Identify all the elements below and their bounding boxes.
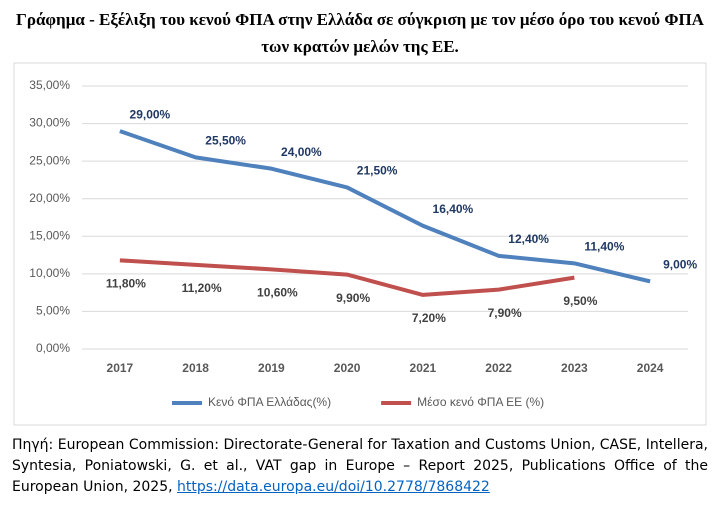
- data-label: 9,50%: [563, 294, 597, 308]
- y-tick-label: 15,00%: [29, 228, 70, 242]
- series-line: [119, 258, 575, 297]
- y-tick-label: 5,00%: [36, 304, 70, 318]
- legend-label: Κενό ΦΠΑ Ελλάδας(%): [208, 395, 331, 409]
- source-text: Πηγή: European Commission: Directorate-G…: [12, 437, 708, 495]
- y-tick-label: 25,00%: [29, 153, 70, 167]
- source-note: Πηγή: European Commission: Directorate-G…: [12, 435, 708, 498]
- data-label: 11,40%: [584, 240, 624, 254]
- data-label: 9,90%: [336, 291, 370, 305]
- legend-label: Μέσο κενό ΦΠΑ ΕΕ (%): [417, 395, 544, 409]
- y-tick-label: 30,00%: [29, 116, 70, 130]
- source-link[interactable]: https://data.europa.eu/doi/10.2778/78684…: [177, 479, 490, 495]
- chart: 0,00% 5,00% 10,00% 15,00% 20,00% 25,00% 30,00%…: [13, 62, 707, 426]
- data-label: 11,80%: [106, 277, 146, 291]
- data-label: 25,50%: [205, 134, 246, 148]
- chart-title: Γράφημα - Εξέλιξη του κενού ΦΠΑ στην Ελλ…: [16, 10, 704, 56]
- x-tick-label: 2020: [334, 361, 361, 375]
- data-label: 12,40%: [508, 232, 549, 246]
- x-tick-label: 2021: [410, 361, 437, 375]
- y-tick-label: 0,00%: [36, 341, 70, 355]
- x-tick-label: 2024: [637, 361, 664, 375]
- x-tick-label: 2019: [258, 361, 285, 375]
- x-tick-label: 2022: [485, 361, 512, 375]
- data-label: 10,60%: [257, 286, 298, 300]
- x-tick-label: 2018: [182, 361, 209, 375]
- data-label: 16,40%: [433, 202, 474, 216]
- data-label: 29,00%: [130, 107, 171, 121]
- data-label: 21,50%: [357, 164, 398, 178]
- series-line: [119, 129, 651, 284]
- data-label: 9,00%: [663, 258, 697, 272]
- y-tick-label: 35,00%: [29, 78, 70, 92]
- data-label: 7,20%: [412, 311, 446, 325]
- data-label: 11,20%: [182, 281, 222, 295]
- x-tick-label: 2023: [561, 361, 588, 375]
- y-tick-label: 10,00%: [29, 266, 70, 280]
- x-tick-label: 2017: [107, 361, 134, 375]
- y-tick-label: 20,00%: [29, 191, 70, 205]
- data-label: 7,90%: [488, 306, 522, 320]
- data-label: 24,00%: [281, 145, 322, 159]
